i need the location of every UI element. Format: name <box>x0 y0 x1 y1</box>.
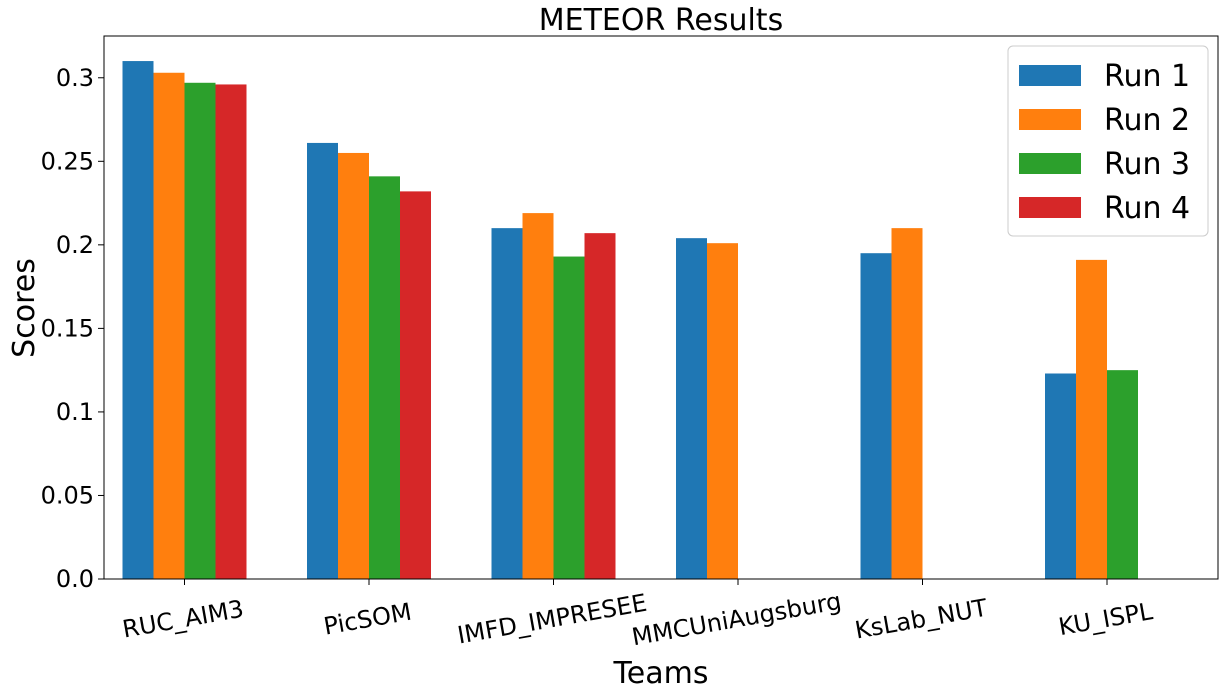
bar-imfd-impresee-run-1 <box>491 228 523 579</box>
bar-picsom-run-4 <box>400 191 431 580</box>
bar-kslab-nut-run-2 <box>891 228 923 579</box>
x-tick-label-mmcuniaugsburg: MMCUniAugsburg <box>630 587 844 651</box>
y-tick-label: 0.2 <box>56 231 94 259</box>
bar-ku-ispl-run-1 <box>1045 373 1076 579</box>
legend: Run 1 Run 2 Run 3 Run 4 <box>1007 45 1209 237</box>
chart-title: METEOR Results <box>539 3 783 38</box>
bar-picsom-run-2 <box>338 152 369 579</box>
y-tick-label: 0.1 <box>56 398 94 426</box>
legend-label-run-1: Run 1 <box>1104 59 1190 94</box>
bar-ruc-aim3-run-4 <box>215 84 247 580</box>
x-axis-label: Teams <box>613 656 709 691</box>
legend-label-run-3: Run 3 <box>1104 147 1190 182</box>
bar-ruc-aim3-run-2 <box>153 72 185 579</box>
y-tick-label: 0.3 <box>56 64 94 92</box>
legend-swatch-run-2 <box>1019 109 1081 130</box>
bar-picsom-run-3 <box>369 176 400 580</box>
bar-picsom-run-1 <box>307 142 338 579</box>
bar-ruc-aim3-run-1 <box>122 61 154 580</box>
legend-box <box>1007 45 1209 237</box>
y-axis-label: Scores <box>7 258 42 358</box>
bar-imfd-impresee-run-4 <box>584 233 616 580</box>
bars-layer <box>122 61 1138 580</box>
y-tick-label: 0.15 <box>41 314 94 342</box>
x-axis: RUC_AIM3 PicSOM IMFD_IMPRESEEMMCUniAugsbur… <box>120 579 1155 651</box>
x-tick-label-picsom: PicSOM <box>322 598 414 641</box>
x-tick-label-kslab-nut: KsLab_NUT <box>853 594 990 645</box>
plot-frame <box>103 35 1219 580</box>
y-tick-label: 0.25 <box>41 147 94 175</box>
bar-kslab-nut-run-1 <box>860 253 892 579</box>
bar-mmcuniaugsburg-run-2 <box>707 243 738 579</box>
bar-imfd-impresee-run-2 <box>522 213 554 579</box>
bar-imfd-impresee-run-3 <box>553 256 585 579</box>
legend-swatch-run-3 <box>1019 153 1081 174</box>
legend-label-run-4: Run 4 <box>1104 191 1190 226</box>
bar-ruc-aim3-run-3 <box>184 82 216 579</box>
y-tick-label: 0.05 <box>41 481 94 509</box>
legend-swatch-run-4 <box>1019 197 1081 218</box>
legend-swatch-run-1 <box>1019 65 1081 86</box>
y-axis: 0.0 0.05 0.1 0.15 0.2 0.25 0.3 <box>41 64 104 593</box>
x-tick-label-imfd-impresee: IMFD_IMPRESEE <box>455 589 649 650</box>
bar-mmcuniaugsburg-run-1 <box>676 238 707 579</box>
legend-label-run-2: Run 2 <box>1104 103 1190 138</box>
x-tick-label-ruc-aim3: RUC_AIM3 <box>120 595 245 644</box>
x-tick-label-ku-ispl: KU_ISPL <box>1056 597 1155 641</box>
y-tick-label: 0.0 <box>56 565 94 593</box>
bar-ku-ispl-run-3 <box>1107 370 1138 579</box>
bar-ku-ispl-run-2 <box>1076 259 1107 579</box>
